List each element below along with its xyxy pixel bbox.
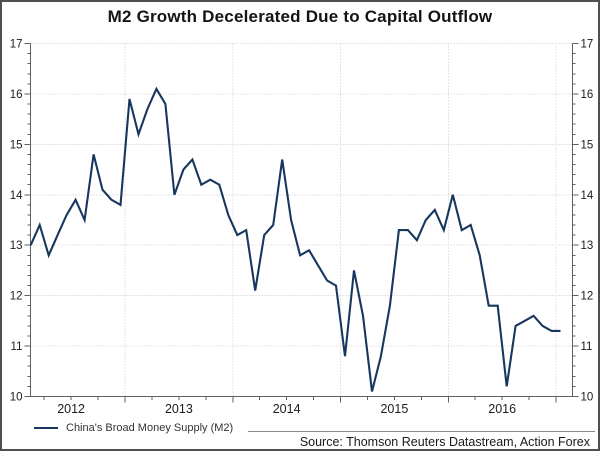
y-tick-label-right: 11 (581, 341, 593, 353)
source-text: Source: Thomson Reuters Datastream, Acti… (299, 435, 590, 449)
m2-series-line (29, 86, 561, 392)
y-tick-label-right: 16 (581, 89, 594, 101)
y-tick-label-left: 15 (10, 139, 23, 151)
y-tick-label-right: 14 (581, 190, 594, 202)
x-year-label: 2012 (57, 402, 85, 416)
y-tick-label-left: 16 (10, 89, 23, 101)
x-year-label: 2015 (380, 402, 408, 416)
legend-label: China's Broad Money Supply (M2) (66, 422, 234, 434)
x-year-label: 2016 (488, 402, 516, 416)
chart-title: M2 Growth Decelerated Due to Capital Out… (107, 7, 493, 26)
y-axis-labels: 10 10 11 11 12 12 13 13 14 14 15 15 16 16 17 17 (10, 39, 594, 404)
x-year-label: 2014 (273, 402, 301, 416)
y-tick-label-right: 17 (581, 39, 594, 51)
gridlines (30, 43, 573, 397)
y-tick-label-right: 13 (581, 240, 594, 252)
legend: China's Broad Money Supply (M2) (34, 421, 233, 435)
legend-line-swatch (34, 426, 58, 430)
y-tick-label-left: 17 (10, 39, 23, 51)
axis-ticks (24, 43, 579, 403)
y-tick-label-left: 10 (10, 392, 23, 404)
y-tick-label-left: 14 (10, 190, 23, 202)
y-tick-label-right: 10 (581, 392, 594, 404)
y-tick-label-right: 12 (581, 291, 594, 303)
x-axis-labels: 2012 2013 2014 2015 2016 (57, 402, 516, 416)
y-tick-label-left: 11 (11, 341, 23, 353)
source-divider-line (248, 431, 595, 432)
axes (30, 43, 573, 397)
y-tick-label-right: 15 (581, 139, 594, 151)
y-tick-label-left: 12 (10, 291, 23, 303)
x-year-label: 2013 (165, 402, 193, 416)
y-tick-label-left: 13 (10, 240, 23, 252)
